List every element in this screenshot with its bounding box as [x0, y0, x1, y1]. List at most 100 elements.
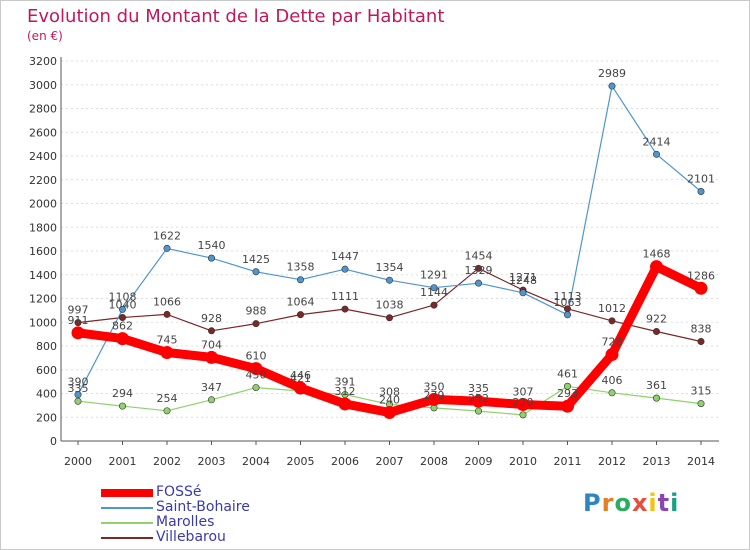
- y-tick-label: 2800: [29, 103, 57, 116]
- legend-label: Marolles: [156, 514, 215, 530]
- legend-label: Saint-Bohaire: [156, 499, 250, 515]
- x-tick-label: 2004: [242, 455, 270, 468]
- y-tick-label: 0: [50, 435, 57, 448]
- data-point-villebarou: [385, 314, 393, 322]
- legend-label: FOSSé: [156, 484, 202, 500]
- data-label-villebarou: 1144: [420, 286, 448, 299]
- x-tick-label: 2001: [109, 455, 137, 468]
- data-label-villebarou: 988: [246, 305, 267, 318]
- legend-swatch: [101, 536, 153, 539]
- data-point-saint-bohaire: [697, 188, 705, 196]
- data-point-marolles: [563, 382, 571, 390]
- logo-letter: i: [648, 489, 658, 517]
- data-point-marolles: [163, 407, 171, 415]
- logo-letter: P: [583, 489, 602, 517]
- data-point-fosse: [383, 406, 396, 419]
- legend: FOSSé Saint-Bohaire Marolles Villebarou: [101, 485, 250, 545]
- y-tick-label: 1000: [29, 316, 57, 329]
- data-label-saint-bohaire: 2414: [643, 135, 671, 148]
- legend-item-marolles: Marolles: [101, 515, 250, 530]
- chart-title: Evolution du Montant de la Dette par Hab…: [27, 6, 445, 27]
- data-label-saint-bohaire: 1108: [109, 290, 137, 303]
- x-tick-label: 2012: [598, 455, 626, 468]
- data-point-marolles: [697, 400, 705, 408]
- logo-letter: x: [631, 489, 649, 517]
- data-point-villebarou: [697, 337, 705, 345]
- x-tick-label: 2000: [64, 455, 92, 468]
- data-label-villebarou: 997: [68, 304, 89, 317]
- legend-item-saint-bohaire: Saint-Bohaire: [101, 500, 250, 515]
- legend-swatch: [101, 488, 153, 497]
- logo-letter: o: [614, 489, 632, 517]
- data-label-saint-bohaire: 1622: [153, 229, 181, 242]
- data-point-saint-bohaire: [652, 150, 660, 158]
- x-tick-label: 2008: [420, 455, 448, 468]
- data-label-villebarou: 1111: [331, 290, 359, 303]
- data-label-fosse: 293: [557, 387, 578, 400]
- data-label-marolles: 450: [246, 369, 267, 382]
- data-point-villebarou: [119, 313, 127, 321]
- data-label-fosse: 1468: [643, 248, 671, 261]
- data-point-saint-bohaire: [608, 82, 616, 90]
- data-label-saint-bohaire: 1063: [554, 296, 582, 309]
- data-point-marolles: [519, 411, 527, 419]
- data-point-saint-bohaire: [563, 311, 571, 319]
- legend-label: Villebarou: [156, 529, 226, 545]
- data-label-villebarou: 922: [646, 313, 667, 326]
- y-tick-label: 1800: [29, 221, 57, 234]
- data-label-fosse: 307: [513, 386, 534, 399]
- data-label-saint-bohaire: 1540: [198, 239, 226, 252]
- data-label-marolles: 335: [68, 382, 89, 395]
- y-tick-label: 1400: [29, 269, 57, 282]
- data-label-saint-bohaire: 1447: [331, 250, 359, 263]
- data-label-marolles: 361: [646, 379, 667, 392]
- data-point-saint-bohaire: [163, 244, 171, 252]
- y-tick-label: 2200: [29, 174, 57, 187]
- data-label-marolles: 315: [691, 385, 712, 398]
- y-tick-label: 1600: [29, 245, 57, 258]
- data-point-fosse: [561, 399, 574, 413]
- data-point-saint-bohaire: [341, 265, 349, 273]
- data-point-villebarou: [74, 319, 82, 327]
- logo-letter: i: [670, 489, 680, 517]
- data-point-saint-bohaire: [74, 391, 82, 399]
- data-label-marolles: 421: [290, 372, 311, 385]
- data-point-villebarou: [208, 327, 216, 335]
- data-label-fosse: 1286: [687, 269, 715, 282]
- data-point-fosse: [694, 281, 708, 295]
- proxiti-logo: Proxiti: [583, 489, 679, 517]
- data-label-marolles: 308: [379, 385, 400, 398]
- data-label-fosse: 862: [112, 320, 133, 333]
- data-label-fosse: 728: [602, 336, 623, 349]
- data-point-villebarou: [341, 305, 349, 313]
- data-point-marolles: [252, 384, 260, 392]
- data-point-fosse: [160, 346, 174, 360]
- data-label-marolles: 252: [468, 392, 489, 405]
- data-point-saint-bohaire: [208, 254, 216, 262]
- data-point-saint-bohaire: [119, 305, 127, 313]
- x-tick-label: 2005: [287, 455, 315, 468]
- chart-subtitle: (en €): [27, 29, 63, 43]
- data-label-saint-bohaire: 2101: [687, 173, 715, 186]
- x-tick-label: 2009: [465, 455, 493, 468]
- data-point-marolles: [652, 394, 660, 402]
- data-label-fosse: 911: [68, 314, 89, 327]
- data-label-villebarou: 1038: [376, 299, 404, 312]
- x-tick-label: 2010: [509, 455, 537, 468]
- x-tick-label: 2002: [153, 455, 181, 468]
- data-label-villebarou: 1066: [153, 295, 181, 308]
- data-point-villebarou: [296, 311, 304, 319]
- data-point-saint-bohaire: [252, 268, 260, 276]
- data-label-villebarou: 1064: [287, 296, 315, 309]
- data-point-fosse: [116, 332, 129, 346]
- x-tick-label: 2003: [198, 455, 226, 468]
- data-label-saint-bohaire: 1248: [509, 274, 537, 287]
- y-tick-label: 600: [36, 364, 57, 377]
- data-label-marolles: 347: [201, 381, 222, 394]
- data-label-marolles: 391: [335, 376, 356, 389]
- data-point-fosse: [427, 392, 441, 406]
- data-label-fosse: 610: [246, 350, 267, 363]
- data-label-fosse: 704: [201, 338, 222, 351]
